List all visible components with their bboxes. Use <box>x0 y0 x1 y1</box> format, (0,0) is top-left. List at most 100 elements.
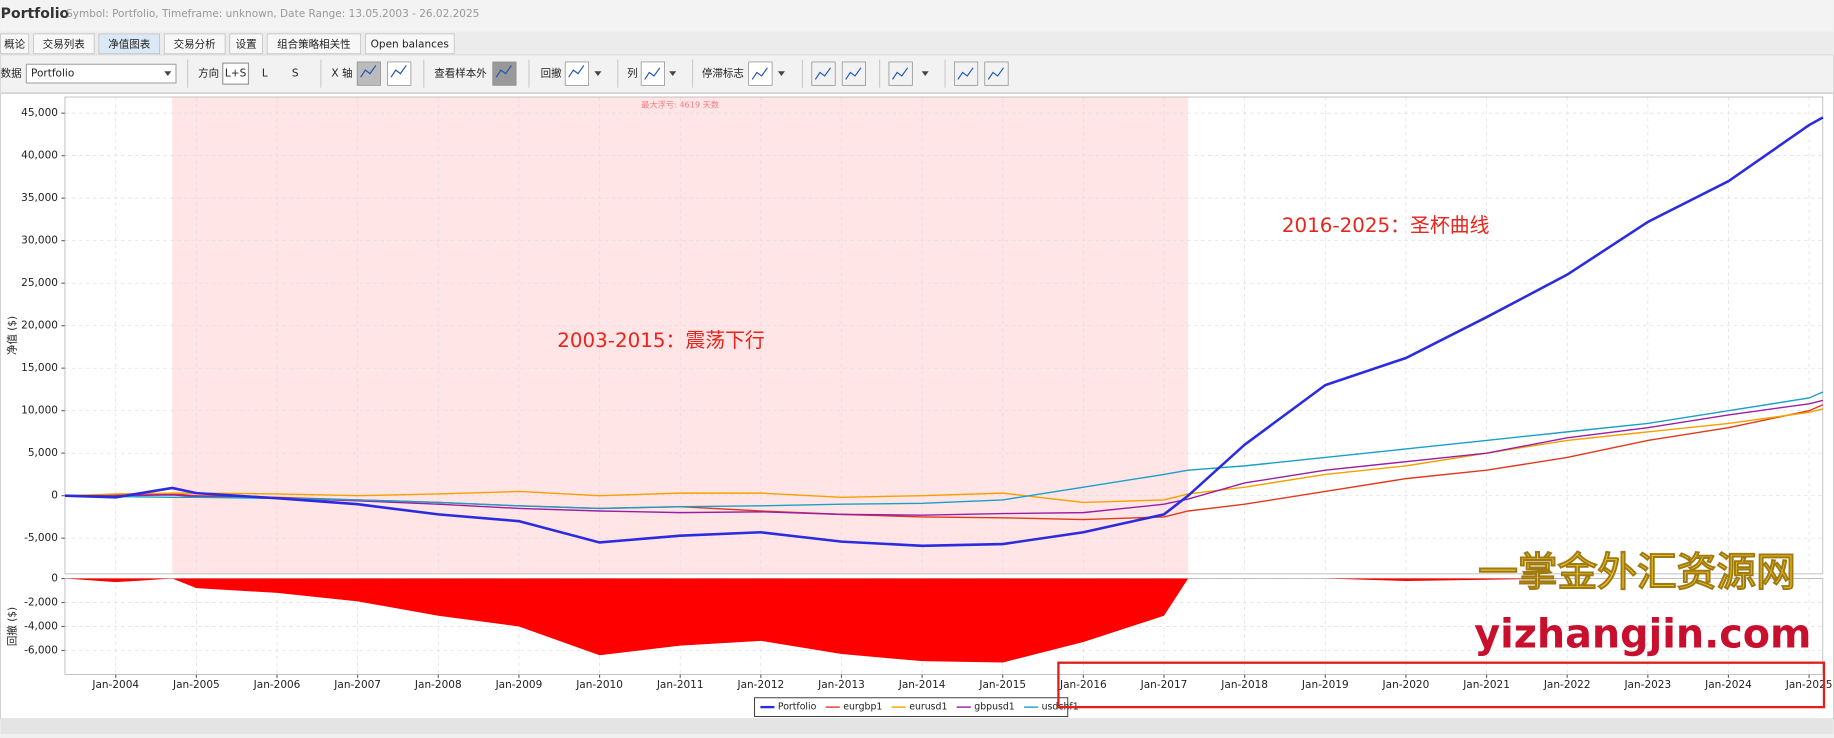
tab-label: Open balances <box>371 38 449 50</box>
icon-button[interactable] <box>387 61 412 86</box>
x-tick-label: Jan-2024 <box>1704 679 1752 691</box>
x-tick-label: Jan-2021 <box>1462 679 1510 691</box>
tab-label: 设置 <box>236 38 257 50</box>
tab-label: 交易列表 <box>43 37 85 50</box>
toolbar-items: 数据 Portfolio 方向 L+S L S X 轴 查看样本外 回撤 列 停滞标志 <box>1 59 1009 88</box>
x-tick-label: Jan-2004 <box>91 679 139 691</box>
icon-button[interactable] <box>640 61 665 86</box>
tab-label: 交易分析 <box>174 37 216 50</box>
tab[interactable] <box>266 33 362 55</box>
highlight-box <box>1057 661 1826 709</box>
data-label: 数据 <box>1 67 22 80</box>
x-tick-label: Jan-2014 <box>898 679 946 691</box>
icon-glyph <box>495 65 512 78</box>
y-tick-label: 25,000 <box>21 277 58 289</box>
icon-glyph <box>751 67 768 80</box>
y-tick-label: -5,000 <box>24 532 58 544</box>
y-tick-label: 45,000 <box>21 107 58 119</box>
x-tick-label: Jan-2005 <box>172 679 220 691</box>
status-bar <box>0 718 1834 734</box>
watermark: yizhangjin.com <box>1474 611 1811 657</box>
icon-glyph <box>957 67 974 80</box>
button-l: L <box>262 68 268 80</box>
legend-label: Portfolio <box>778 702 817 713</box>
y-tick-label: -2,000 <box>24 597 58 609</box>
plot-frame <box>64 96 1824 575</box>
tab[interactable] <box>163 33 226 55</box>
y-tick-label: 0 <box>51 573 58 585</box>
y-tick-label: 5,000 <box>28 447 58 459</box>
icon-button[interactable] <box>356 61 381 86</box>
x-tick-label: Jan-2012 <box>736 679 784 691</box>
columns-label: 列 <box>627 67 638 80</box>
tab[interactable] <box>229 33 263 55</box>
x-tick-label: Jan-2017 <box>1140 679 1188 691</box>
tab[interactable] <box>33 33 95 55</box>
icon-glyph <box>891 67 909 80</box>
legend: Portfolio eurgbp1 eurusd1 gbpusd1 usdchf1 <box>754 697 1079 717</box>
data-select-value: Portfolio <box>31 68 74 80</box>
dropdown-arrow <box>669 71 677 76</box>
annotation: 2016-2025：圣杯曲线 <box>1282 214 1490 237</box>
tab-label: 概论 <box>4 37 25 50</box>
y-tick-label: -6,000 <box>24 644 58 656</box>
x-tick-label: Jan-2015 <box>978 679 1026 691</box>
icon-glyph <box>814 67 831 80</box>
x-tick-label: Jan-2020 <box>1382 679 1430 691</box>
tab-label: 组合策略相关性 <box>277 37 351 50</box>
dropdown-arrow <box>777 71 785 76</box>
data-select[interactable] <box>25 63 177 84</box>
tabs: 概论 交易列表 净值图表 交易分析 设置 组合策略相关性 Open balances <box>0 33 455 55</box>
button-frame[interactable] <box>222 62 250 85</box>
tab[interactable] <box>98 33 160 55</box>
y-tick-label: 10,000 <box>21 405 58 417</box>
icon-glyph <box>360 65 377 78</box>
toolbar <box>0 54 1834 93</box>
oos-label: 查看样本外 <box>434 67 487 80</box>
y-tick-label: 30,000 <box>21 235 58 247</box>
series-line <box>64 404 1824 521</box>
icon-button[interactable] <box>984 61 1009 86</box>
x-tick-label: Jan-2019 <box>1301 679 1349 691</box>
x-tick-label: Jan-2011 <box>656 679 704 691</box>
x-tick-label: Jan-2009 <box>495 679 543 691</box>
stagnation-label: 停滞标志 <box>702 67 744 80</box>
icon-button[interactable] <box>888 61 913 86</box>
y-tick-label: 35,000 <box>21 192 58 204</box>
x-tick-label: Jan-2006 <box>253 679 301 691</box>
watermark: 一掌金外汇资源网 <box>1478 550 1796 596</box>
x-tick-label: Jan-2008 <box>414 679 462 691</box>
annotation: 2003-2015：震荡下行 <box>557 329 765 352</box>
icon-glyph <box>987 67 1004 80</box>
icon-glyph <box>845 67 862 80</box>
drawdown-area <box>64 578 1823 663</box>
x-tick-label: Jan-2007 <box>333 679 381 691</box>
x-tick-label: Jan-2018 <box>1220 679 1268 691</box>
x-tick-label: Jan-2010 <box>575 679 623 691</box>
x-tick-label: Jan-2025 <box>1785 679 1833 691</box>
icon-button[interactable] <box>492 61 517 86</box>
x-tick-label: Jan-2023 <box>1623 679 1671 691</box>
y-tick-label: -4,000 <box>24 620 58 632</box>
x-tick-label: Jan-2022 <box>1543 679 1591 691</box>
legend-label: eurusd1 <box>909 702 947 713</box>
y-axis-title: 回撤 ($) <box>5 607 18 646</box>
icon-glyph <box>390 65 407 78</box>
tab[interactable] <box>0 33 30 55</box>
drawdown-label: 回撤 <box>541 67 563 80</box>
title-bar <box>0 0 1834 32</box>
x-tick-label: Jan-2013 <box>817 679 865 691</box>
icon-button[interactable] <box>954 61 979 86</box>
icon-glyph <box>644 67 661 80</box>
icon-button[interactable] <box>748 61 773 86</box>
button-s: S <box>292 68 299 80</box>
x-tick-label: Jan-2016 <box>1059 679 1107 691</box>
y-tick-label: 0 <box>51 490 58 502</box>
legend-label: gbpusd1 <box>974 702 1015 713</box>
icon-button[interactable] <box>841 61 866 86</box>
tab[interactable] <box>364 33 455 55</box>
icon-button[interactable] <box>811 61 836 86</box>
icon-button[interactable] <box>564 61 589 86</box>
